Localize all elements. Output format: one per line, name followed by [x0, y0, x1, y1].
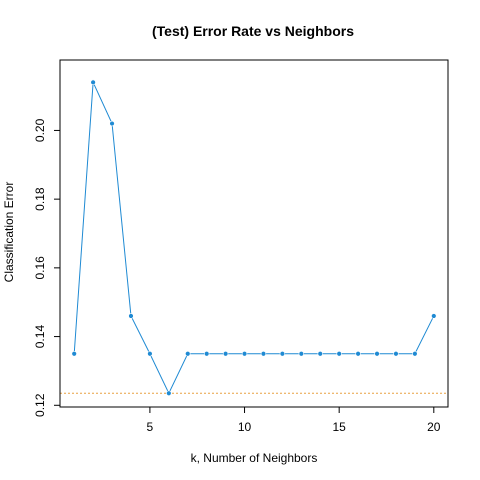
- data-point: [260, 351, 267, 357]
- x-tick-label: 10: [238, 420, 252, 434]
- data-point: [336, 351, 342, 357]
- data-point: [166, 390, 172, 396]
- x-axis: 5 10 15 20: [147, 407, 441, 434]
- plot-area: [60, 79, 448, 396]
- data-point: [374, 351, 380, 357]
- data-point: [279, 351, 286, 357]
- data-point: [298, 351, 305, 357]
- plot-frame: [59, 59, 449, 408]
- y-tick-label: 0.18: [33, 187, 47, 211]
- data-point: [109, 120, 115, 127]
- y-tick-label: 0.20: [33, 118, 47, 142]
- y-axis-label: Classification Error: [2, 182, 16, 283]
- y-tick-label: 0.16: [33, 256, 47, 280]
- x-tick-label: 15: [332, 420, 346, 434]
- data-point: [185, 351, 191, 357]
- y-axis: 0.12 0.14 0.16 0.18 0.20: [33, 118, 60, 417]
- data-point: [222, 351, 229, 357]
- data-point: [71, 351, 77, 357]
- chart-title: (Test) Error Rate vs Neighbors: [152, 23, 354, 39]
- data-point: [90, 79, 96, 86]
- data-point: [431, 313, 437, 319]
- data-point: [241, 351, 248, 357]
- data-point: [317, 351, 323, 357]
- series-line: [73, 82, 435, 395]
- x-tick-label: 20: [427, 420, 441, 434]
- data-point: [393, 351, 399, 357]
- data-point: [147, 351, 153, 357]
- data-point: [412, 351, 418, 357]
- y-tick-label: 0.14: [33, 325, 47, 349]
- x-axis-label: k, Number of Neighbors: [191, 451, 318, 465]
- data-point: [128, 313, 134, 319]
- data-point: [355, 351, 361, 357]
- data-point: [203, 351, 210, 357]
- y-tick-label: 0.12: [33, 393, 47, 417]
- x-tick-label: 5: [147, 420, 154, 434]
